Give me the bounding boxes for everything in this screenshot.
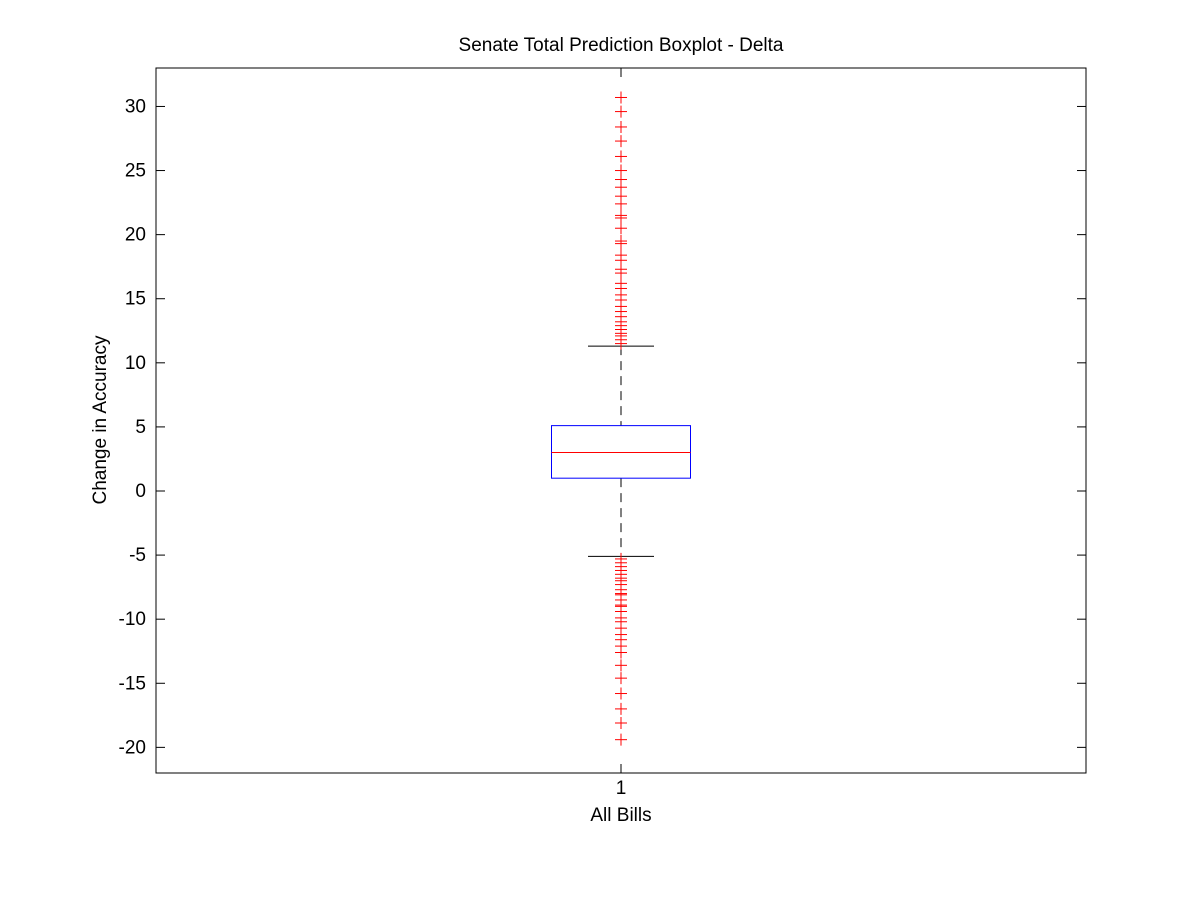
outlier-point (615, 337, 627, 350)
plot-layer: -20 -15 -10 -5 0 5 10 15 20 25 30 1 (119, 68, 1086, 799)
y-tick-label: 10 (125, 353, 146, 374)
outlier-point (615, 646, 627, 659)
outlier-point (615, 150, 627, 163)
outlier-point (615, 120, 627, 133)
y-tick-label: 5 (135, 417, 146, 438)
outlier-point (615, 687, 627, 700)
outlier-point (615, 733, 627, 746)
y-tick-label: -15 (119, 673, 146, 694)
outlier-point (615, 717, 627, 730)
outlier-point (615, 105, 627, 118)
x-axis-label: All Bills (590, 805, 651, 826)
iqr-box (551, 425, 691, 479)
axes-frame (155, 67, 1087, 774)
outlier-point (615, 659, 627, 672)
y-tick-label: 30 (125, 96, 146, 117)
outlier-point (615, 702, 627, 715)
y-tick-label: -20 (119, 737, 146, 758)
y-tick-label: 15 (125, 289, 146, 310)
y-tick-label: 0 (135, 481, 146, 502)
y-tick-label: -10 (119, 609, 146, 630)
chart-title: Senate Total Prediction Boxplot - Delta (459, 35, 784, 56)
outlier-point (615, 135, 627, 148)
x-tick-label: 1 (616, 778, 627, 799)
outlier-point (615, 267, 627, 280)
outlier-point (615, 672, 627, 685)
outlier-point (615, 197, 627, 210)
y-tick-label: -5 (129, 545, 146, 566)
outlier-point (615, 222, 627, 235)
y-tick-label: 25 (125, 161, 146, 182)
y-tick-label: 20 (125, 225, 146, 246)
outlier-point (615, 237, 627, 250)
y-axis-label: Change in Accuracy (90, 335, 111, 504)
outlier-point (615, 211, 627, 224)
outlier-point (615, 91, 627, 104)
